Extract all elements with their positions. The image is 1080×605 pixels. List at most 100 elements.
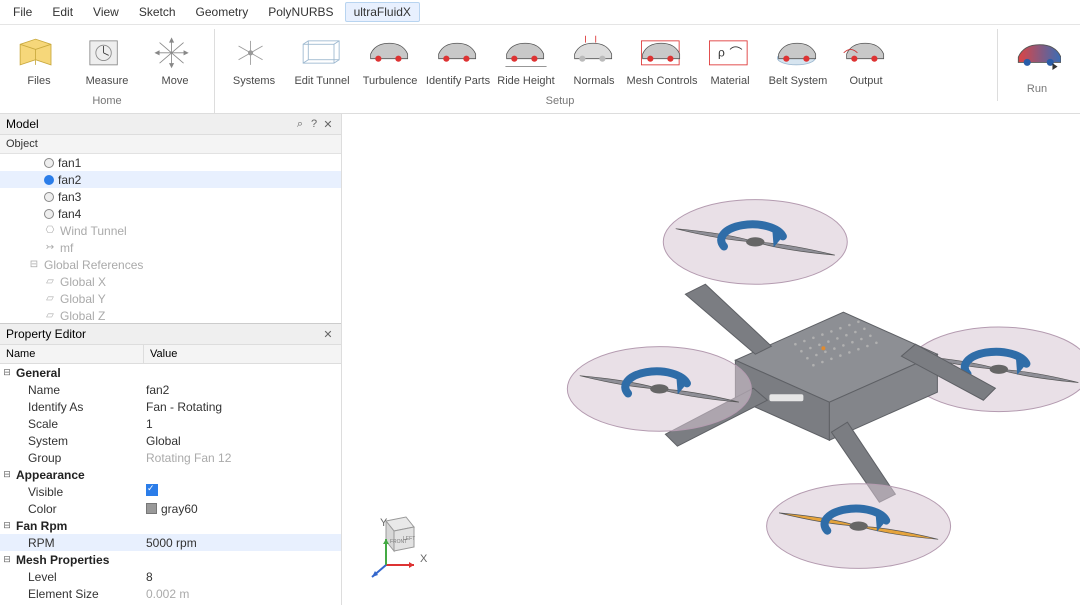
- tree-label: Wind Tunnel: [60, 224, 127, 238]
- model-panel-title: Model ⌕ ? ✕: [0, 114, 341, 135]
- prop-label: Fan Rpm: [14, 519, 142, 533]
- ribbon: Files Measure MoveHome Systems: [0, 25, 1080, 114]
- prop-row[interactable]: Element Size 0.002 m: [0, 585, 341, 602]
- ribbon-belt-system[interactable]: Belt System: [765, 29, 831, 91]
- ribbon-turbulence[interactable]: Turbulence: [357, 29, 423, 91]
- identify-label: Identify Parts: [426, 75, 490, 87]
- prop-row[interactable]: Visible: [0, 483, 341, 500]
- model-tree[interactable]: fan1 fan2fan3 fan4⎔Wind Tunnel↣mf⊟Global R…: [0, 154, 341, 324]
- prop-section: ⊟ Mesh Properties: [0, 551, 341, 568]
- ribbon-mesh-controls[interactable]: Mesh Controls: [629, 29, 695, 91]
- measure-icon: [83, 31, 131, 73]
- ride-height-label: Ride Height: [497, 75, 554, 87]
- prop-row[interactable]: System Global: [0, 432, 341, 449]
- prop-label: Color: [14, 502, 142, 516]
- tree-row[interactable]: fan4: [0, 205, 341, 222]
- prop-value: 8: [142, 570, 341, 584]
- prop-row[interactable]: Color gray60: [0, 500, 341, 517]
- prop-label: Element Size: [14, 587, 142, 601]
- tree-label: fan2: [58, 173, 81, 187]
- measure-label: Measure: [86, 75, 129, 87]
- prop-label: Mesh Properties: [14, 553, 142, 567]
- find-icon[interactable]: ⌕: [293, 118, 307, 131]
- ribbon-systems[interactable]: Systems: [221, 29, 287, 91]
- prop-label: RPM: [14, 536, 142, 550]
- tree-row[interactable]: ▱Global X: [0, 273, 341, 290]
- prop-label: General: [14, 366, 142, 380]
- tree-label: Global X: [60, 275, 106, 289]
- ribbon-move[interactable]: Move: [142, 29, 208, 91]
- menu-item-polynurbs[interactable]: PolyNURBS: [259, 2, 342, 22]
- ride-height-icon: [502, 31, 550, 73]
- menu-item-view[interactable]: View: [84, 2, 128, 22]
- tree-glyph-icon: ▱: [44, 293, 56, 304]
- menu-item-edit[interactable]: Edit: [43, 2, 82, 22]
- output-label: Output: [849, 75, 882, 87]
- ribbon-material[interactable]: ρ Material: [697, 29, 763, 91]
- scene-svg: [342, 114, 1080, 605]
- model-subheader: Object: [0, 135, 341, 154]
- ribbon-measure[interactable]: Measure: [74, 29, 140, 91]
- tree-row[interactable]: ⊟Global References: [0, 256, 341, 273]
- prop-label: Visible: [14, 485, 142, 499]
- prop-row[interactable]: Name fan2: [0, 381, 341, 398]
- prop-value: Rotating Fan 12: [142, 451, 341, 465]
- belt-system-icon: [774, 31, 822, 73]
- col-value: Value: [144, 345, 183, 363]
- model-panel-label: Model: [6, 117, 39, 131]
- prop-row[interactable]: Scale 1: [0, 415, 341, 432]
- tree-row[interactable]: fan3: [0, 188, 341, 205]
- prop-row[interactable]: RPM 5000 rpm: [0, 534, 341, 551]
- expand-icon[interactable]: ⊟: [0, 554, 14, 565]
- view-triad[interactable]: FRONT LEFT X Y: [356, 503, 436, 583]
- axis-y-label: Y: [380, 517, 387, 529]
- prop-value: 5000 rpm: [142, 536, 341, 550]
- menu-item-sketch[interactable]: Sketch: [130, 2, 185, 22]
- mesh-controls-label: Mesh Controls: [627, 75, 698, 87]
- tree-row[interactable]: ▱ Global Y: [0, 290, 341, 307]
- ribbon-normals[interactable]: Normals: [561, 29, 627, 91]
- tree-row[interactable]: ⎔Wind Tunnel: [0, 222, 341, 239]
- viewport-3d[interactable]: FRONT LEFT X Y: [342, 114, 1080, 605]
- prop-row[interactable]: Group Rotating Fan 12: [0, 449, 341, 466]
- tree-label: fan1: [58, 156, 81, 170]
- ribbon-edit-tunnel[interactable]: Edit Tunnel: [289, 29, 355, 91]
- ribbon-identify[interactable]: Identify Parts: [425, 29, 491, 91]
- ribbon-run[interactable]: [1004, 29, 1070, 79]
- menu-item-ultrafluidx[interactable]: ultraFluidX: [345, 2, 420, 22]
- tree-row[interactable]: fan2: [0, 171, 341, 188]
- tree-row[interactable]: fan1: [0, 154, 341, 171]
- turbulence-icon: [366, 31, 414, 73]
- expand-icon[interactable]: ⊟: [0, 520, 14, 531]
- ribbon-files[interactable]: Files: [6, 29, 72, 91]
- expand-icon[interactable]: ⊟: [0, 469, 14, 480]
- ribbon-ride-height[interactable]: Ride Height: [493, 29, 559, 91]
- close-icon[interactable]: ✕: [321, 328, 335, 341]
- prop-row[interactable]: Level 8: [0, 568, 341, 585]
- edit-tunnel-label: Edit Tunnel: [294, 75, 349, 87]
- tree-row[interactable]: ▱Global Z: [0, 307, 341, 324]
- prop-row[interactable]: Identify As Fan - Rotating: [0, 398, 341, 415]
- prop-label: System: [14, 434, 142, 448]
- menu-item-file[interactable]: File: [4, 2, 41, 22]
- property-body[interactable]: ⊟ General Name fan2 Identify As Fan - Ro…: [0, 364, 341, 605]
- sidebar: Model ⌕ ? ✕ Object fan1fan2fan3fan4⎔Wind…: [0, 114, 342, 605]
- ribbon-output[interactable]: Output: [833, 29, 899, 91]
- expand-icon[interactable]: ⊟: [0, 367, 14, 378]
- tree-row[interactable]: ↣mf: [0, 239, 341, 256]
- menu-item-geometry[interactable]: Geometry: [187, 2, 258, 22]
- tree-label: Global Y: [60, 292, 106, 306]
- output-icon: [842, 31, 890, 73]
- object-dot-icon: [44, 158, 54, 168]
- tree-label: fan4: [58, 207, 81, 221]
- prop-value: fan2: [142, 383, 341, 397]
- material-icon: ρ: [706, 31, 754, 73]
- help-icon[interactable]: ?: [307, 118, 321, 130]
- normals-label: Normals: [574, 75, 615, 87]
- systems-icon: [230, 31, 278, 73]
- expand-icon[interactable]: ⊟: [28, 259, 40, 270]
- close-icon[interactable]: ✕: [321, 118, 335, 131]
- checkbox-icon[interactable]: [146, 484, 158, 496]
- prop-value: Global: [142, 434, 341, 448]
- menubar: FileEditViewSketchGeometryPolyNURBSultra…: [0, 0, 1080, 25]
